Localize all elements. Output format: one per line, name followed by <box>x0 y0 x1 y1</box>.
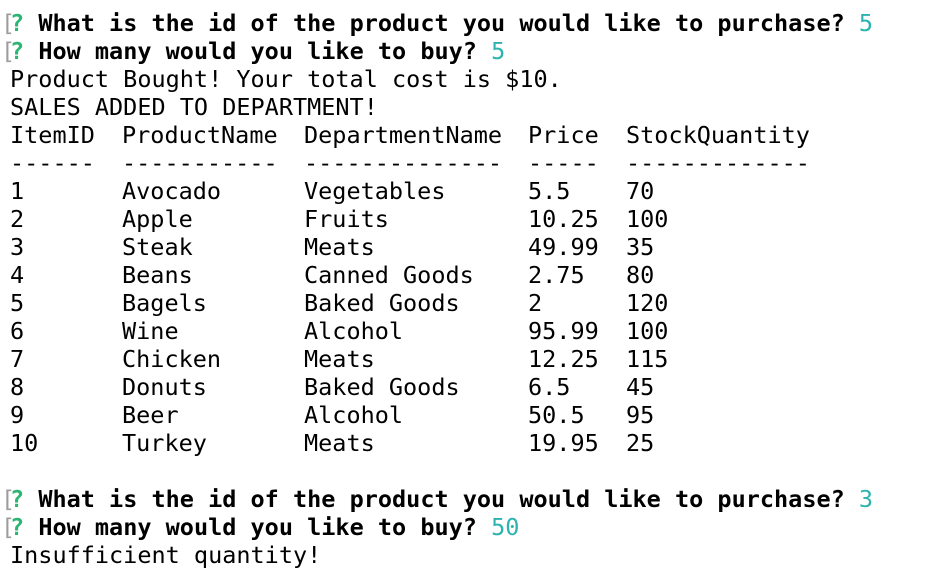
prompt-bracket: [ <box>1 485 16 513</box>
cell-price: 2.75 <box>528 261 585 289</box>
prompt-bracket: [ <box>1 37 16 65</box>
prompt-answer: 50 <box>491 513 520 541</box>
cell-price: 12.25 <box>528 345 599 373</box>
cell-stockquantity: 100 <box>626 205 669 233</box>
cell-productname: Donuts <box>122 373 207 401</box>
column-header-stockquantity: StockQuantity <box>626 121 810 149</box>
cell-departmentname: Baked Goods <box>304 373 460 401</box>
column-header-departmentname: DepartmentName <box>304 121 503 149</box>
cell-price: 6.5 <box>528 373 571 401</box>
cell-itemid: 1 <box>10 177 25 205</box>
cell-stockquantity: 120 <box>626 289 669 317</box>
cell-departmentname: Alcohol <box>304 317 404 345</box>
prompt-marker-icon: ? <box>10 9 25 37</box>
cell-price: 49.99 <box>528 233 599 261</box>
cell-itemid: 10 <box>10 429 39 457</box>
separator: ----- <box>528 149 599 177</box>
cell-productname: Bagels <box>122 289 207 317</box>
prompt-question: What is the id of the product you would … <box>38 485 845 513</box>
prompt-answer: 5 <box>858 9 874 37</box>
cell-productname: Turkey <box>122 429 207 457</box>
cell-productname: Chicken <box>122 345 222 373</box>
cell-productname: Beans <box>122 261 193 289</box>
cell-departmentname: Meats <box>304 345 375 373</box>
cell-departmentname: Vegetables <box>304 177 446 205</box>
cell-productname: Steak <box>122 233 193 261</box>
cell-itemid: 3 <box>10 233 25 261</box>
cell-productname: Wine <box>122 317 179 345</box>
cell-stockquantity: 25 <box>626 429 655 457</box>
cell-itemid: 8 <box>10 373 25 401</box>
cell-productname: Avocado <box>122 177 222 205</box>
prompt-line-product-id: ? What is the id of the product you woul… <box>10 9 873 37</box>
prompt-answer: 5 <box>491 37 506 65</box>
separator: -------------- <box>304 149 503 177</box>
cell-price: 95.99 <box>528 317 599 345</box>
prompt-question: What is the id of the product you would … <box>38 9 845 37</box>
prompt-marker-icon: ? <box>10 485 25 513</box>
column-header-productname: ProductName <box>122 121 278 149</box>
cell-stockquantity: 35 <box>626 233 655 261</box>
cell-itemid: 7 <box>10 345 25 373</box>
prompt-marker-icon: ? <box>10 37 25 65</box>
cell-stockquantity: 45 <box>626 373 655 401</box>
cell-departmentname: Meats <box>304 233 375 261</box>
error-message: Insufficient quantity! <box>10 541 322 569</box>
cell-itemid: 2 <box>10 205 25 233</box>
cell-stockquantity: 115 <box>626 345 669 373</box>
cell-departmentname: Baked Goods <box>304 289 460 317</box>
prompt-line-product-id: ? What is the id of the product you woul… <box>10 485 873 513</box>
cell-price: 5.5 <box>528 177 571 205</box>
prompt-answer: 3 <box>858 485 874 513</box>
cell-price: 50.5 <box>528 401 585 429</box>
cell-price: 10.25 <box>528 205 599 233</box>
separator: ----------- <box>122 149 278 177</box>
cell-stockquantity: 100 <box>626 317 669 345</box>
cell-productname: Beer <box>122 401 179 429</box>
cell-stockquantity: 95 <box>626 401 655 429</box>
cell-stockquantity: 70 <box>626 177 655 205</box>
prompt-question: How many would you like to buy? <box>38 37 477 65</box>
prompt-question: How many would you like to buy? <box>38 513 477 541</box>
cell-departmentname: Alcohol <box>304 401 404 429</box>
prompt-bracket: [ <box>1 9 16 37</box>
cell-itemid: 4 <box>10 261 25 289</box>
cell-departmentname: Meats <box>304 429 375 457</box>
result-message: SALES ADDED TO DEPARTMENT! <box>10 93 378 121</box>
prompt-line-quantity: ? How many would you like to buy? 50 <box>10 513 519 541</box>
cell-price: 19.95 <box>528 429 599 457</box>
separator: ------ <box>10 149 95 177</box>
prompt-bracket: [ <box>1 513 16 541</box>
cell-itemid: 5 <box>10 289 25 317</box>
cell-productname: Apple <box>122 205 193 233</box>
result-message: Product Bought! Your total cost is $10. <box>10 65 562 93</box>
cell-departmentname: Canned Goods <box>304 261 474 289</box>
cell-stockquantity: 80 <box>626 261 655 289</box>
cell-itemid: 6 <box>10 317 25 345</box>
cell-itemid: 9 <box>10 401 25 429</box>
column-header-itemid: ItemID <box>10 121 95 149</box>
prompt-marker-icon: ? <box>10 513 25 541</box>
cell-departmentname: Fruits <box>304 205 389 233</box>
separator: ------------- <box>626 149 810 177</box>
cell-price: 2 <box>528 289 543 317</box>
column-header-price: Price <box>528 121 599 149</box>
prompt-line-quantity: ? How many would you like to buy? 5 <box>10 37 505 65</box>
